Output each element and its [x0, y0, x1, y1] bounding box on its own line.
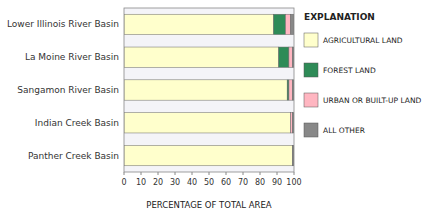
- tick-label: 90: [272, 178, 282, 187]
- tick-mark: [260, 172, 261, 175]
- legend: EXPLANATION AGRICULTURAL LAND FOREST LAND U…: [304, 12, 422, 137]
- bar-segment: [291, 14, 294, 34]
- tick-mark: [124, 172, 125, 175]
- tick-mark: [294, 172, 295, 175]
- legend-swatch: [304, 33, 318, 47]
- legend-swatch: [304, 63, 318, 77]
- tick-mark: [277, 172, 278, 175]
- bar-segment: [124, 113, 291, 133]
- tick-mark: [192, 172, 193, 175]
- tick-label: 50: [204, 178, 214, 187]
- legend-swatch: [304, 123, 318, 137]
- bar-segment: [124, 47, 279, 67]
- bar-segment: [124, 14, 274, 34]
- legend-label: AGRICULTURAL LAND: [323, 36, 403, 45]
- chart-container: Panther Creek Basin Indian Creek Basin San…: [0, 0, 440, 214]
- bar-segment: [291, 113, 293, 133]
- tick-label: 0: [121, 178, 126, 187]
- legend-swatch: [304, 93, 318, 107]
- tick-mark: [175, 172, 176, 175]
- tick-label: 70: [238, 178, 248, 187]
- bar-segment: [124, 80, 287, 100]
- tick-label: 10: [136, 178, 146, 187]
- plot-frame: [124, 8, 294, 172]
- tick-label: 100: [286, 178, 301, 187]
- bar-segment: [279, 47, 289, 67]
- bar-segment: [289, 47, 292, 67]
- tick-mark: [209, 172, 210, 175]
- tick-label: 40: [187, 178, 197, 187]
- tick-label: 20: [153, 178, 163, 187]
- legend-label: FOREST LAND: [323, 66, 376, 75]
- tick-label: 80: [255, 178, 265, 187]
- tick-mark: [158, 172, 159, 175]
- bar-segment: [286, 14, 291, 34]
- x-axis-label: PERCENTAGE OF TOTAL AREA: [146, 200, 272, 210]
- tick-label: 60: [221, 178, 231, 187]
- bar-segment: [287, 80, 289, 100]
- bars: [124, 14, 294, 166]
- legend-label: ALL OTHER: [323, 126, 365, 135]
- bar-segment: [289, 80, 292, 100]
- category-label: Lower Illinois River Basin: [7, 19, 119, 29]
- tick-label: 30: [170, 178, 180, 187]
- category-label: Indian Creek Basin: [35, 118, 119, 128]
- tick-mark: [243, 172, 244, 175]
- plot-background: [124, 8, 294, 172]
- bar-segment: [124, 145, 292, 165]
- category-label: Sangamon River Basin: [17, 85, 119, 95]
- chart: Panther Creek Basin Indian Creek Basin San…: [0, 0, 440, 214]
- legend-label: URBAN OR BUILT-UP LAND: [323, 96, 422, 105]
- category-label: La Moine River Basin: [25, 52, 119, 62]
- legend-title: EXPLANATION: [304, 12, 375, 22]
- category-label: Panther Creek Basin: [28, 151, 119, 161]
- tick-mark: [141, 172, 142, 175]
- bar-segment: [274, 14, 286, 34]
- tick-mark: [226, 172, 227, 175]
